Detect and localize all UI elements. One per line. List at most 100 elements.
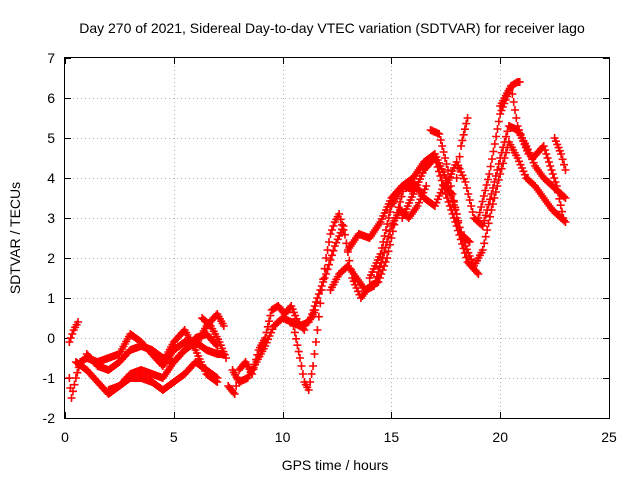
data-series-track-20: [496, 78, 524, 110]
data-point-marker: [462, 184, 471, 192]
data-point-marker: [266, 311, 275, 320]
x-tick-label: 10: [275, 429, 291, 445]
data-point-marker: [547, 166, 556, 174]
data-point-marker: [289, 322, 298, 330]
data-point-marker: [379, 238, 388, 246]
data-point-marker: [560, 160, 569, 169]
data-point-marker: [557, 207, 566, 216]
data-point-marker: [488, 155, 497, 163]
data-point-marker: [458, 136, 467, 145]
data-point-marker: [326, 256, 335, 264]
data-point-marker: [485, 170, 494, 178]
y-tick-label: 0: [47, 330, 55, 346]
data-point-marker: [474, 214, 483, 222]
data-series-track-19: [474, 82, 533, 222]
data-point-marker: [306, 378, 315, 386]
data-point-marker: [293, 341, 302, 350]
data-point-marker: [542, 150, 551, 158]
data-point-marker: [475, 208, 484, 217]
data-point-marker: [493, 166, 502, 174]
x-tick-label: 20: [492, 429, 508, 445]
data-point-marker: [483, 226, 492, 234]
data-point-marker: [480, 216, 489, 225]
data-point-marker: [329, 246, 338, 255]
data-point-marker: [465, 196, 474, 204]
data-point-marker: [384, 214, 393, 222]
data-point-marker: [265, 317, 274, 326]
data-point-marker: [440, 185, 449, 194]
data-point-marker: [452, 174, 461, 182]
data-point-marker: [309, 306, 318, 314]
data-point-marker: [309, 362, 318, 370]
data-point-marker: [512, 114, 521, 122]
data-point-marker: [335, 210, 344, 218]
y-tick-label: 3: [47, 210, 55, 226]
data-point-marker: [325, 238, 334, 246]
data-point-marker: [492, 132, 501, 141]
data-point-marker: [464, 190, 473, 198]
data-point-marker: [461, 178, 470, 186]
data-point-marker: [502, 132, 511, 141]
data-point-marker: [541, 146, 550, 154]
data-point-marker: [455, 223, 464, 232]
data-series-track-10: [289, 210, 348, 394]
data-point-marker: [509, 98, 518, 106]
data-point-marker: [213, 378, 222, 386]
data-point-marker: [70, 380, 79, 389]
data-point-marker: [296, 354, 305, 362]
data-series-track-8: [224, 302, 309, 398]
data-point-marker: [322, 270, 331, 278]
data-series-track-6: [158, 326, 222, 386]
data-point-marker: [513, 122, 522, 130]
y-tick-label: 2: [47, 250, 55, 266]
data-point-marker: [486, 162, 495, 171]
data-point-marker: [230, 390, 239, 398]
data-point-marker: [326, 230, 335, 238]
data-point-marker: [454, 218, 463, 227]
data-point-marker: [487, 190, 496, 198]
data-point-marker: [66, 334, 75, 342]
data-point-marker: [308, 310, 317, 318]
data-point-marker: [462, 119, 471, 128]
data-point-marker: [329, 222, 338, 230]
data-point-marker: [490, 140, 499, 148]
data-point-marker: [481, 211, 490, 220]
data-point-marker: [327, 251, 336, 260]
data-point-marker: [67, 394, 76, 402]
data-point-marker: [297, 362, 306, 370]
data-point-marker: [477, 203, 486, 211]
y-tick-label: 5: [47, 130, 55, 146]
data-point-marker: [371, 277, 380, 286]
data-point-marker: [211, 377, 220, 385]
data-point-marker: [561, 166, 570, 174]
data-point-marker: [484, 219, 493, 228]
data-point-marker: [298, 370, 307, 378]
data-point-marker: [455, 152, 464, 161]
data-point-marker: [435, 130, 444, 138]
data-point-marker: [478, 222, 487, 230]
data-point-marker: [496, 154, 505, 162]
data-point-marker: [500, 138, 509, 146]
data-point-marker: [381, 226, 390, 234]
chart-title: Day 270 of 2021, Sidereal Day-to-day VTE…: [79, 20, 585, 36]
data-series-track-12: [326, 182, 431, 294]
data-point-marker: [339, 222, 348, 230]
data-point-marker: [467, 202, 476, 210]
data-point-marker: [71, 374, 80, 382]
data-point-marker: [432, 158, 441, 167]
data-point-marker: [316, 286, 325, 294]
data-point-marker: [482, 181, 491, 189]
data-point-marker: [314, 312, 323, 321]
data-point-marker: [310, 350, 319, 358]
data-point-marker: [313, 294, 322, 302]
data-point-marker: [560, 192, 569, 201]
plot-frame: [64, 57, 610, 419]
data-point-marker: [483, 175, 492, 184]
data-point-marker: [433, 163, 442, 171]
data-point-marker: [385, 227, 394, 236]
data-points: [65, 78, 570, 402]
data-point-marker: [449, 198, 458, 206]
x-tick-label: 15: [384, 429, 400, 445]
